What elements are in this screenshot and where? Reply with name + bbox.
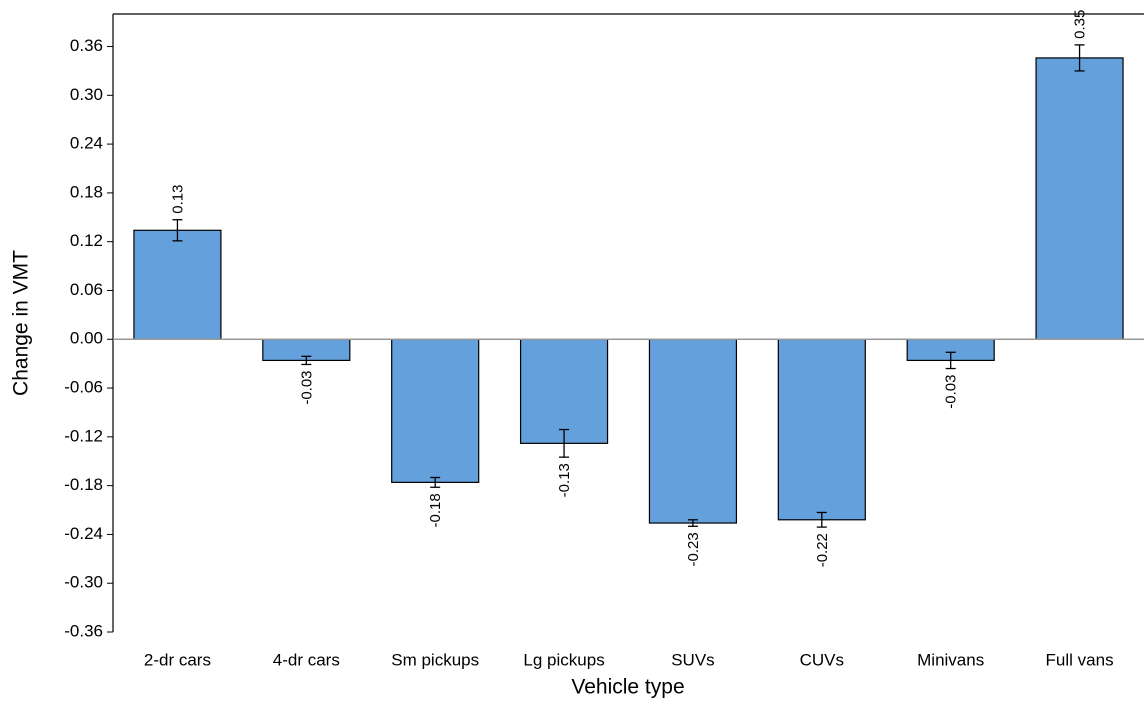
error-bar — [172, 219, 183, 242]
value-label: -0.18 — [427, 493, 444, 527]
bar — [648, 338, 738, 524]
x-tick-label: Lg pickups — [523, 650, 604, 669]
bar — [1035, 57, 1124, 340]
x-tick-label: Minivans — [917, 650, 984, 669]
error-bar — [687, 519, 698, 527]
y-tick-label: 0.12 — [70, 231, 103, 250]
x-tick-label: Sm pickups — [391, 650, 479, 669]
x-tick-label: SUVs — [671, 650, 714, 669]
error-bar — [301, 355, 312, 366]
y-axis-title: Change in VMT — [10, 250, 33, 396]
y-tick-label: 0.18 — [70, 182, 103, 201]
y-tick-label: -0.30 — [64, 573, 103, 592]
value-label: -0.03 — [298, 370, 315, 404]
x-tick-label: 4-dr cars — [273, 650, 340, 669]
x-axis-title: Vehicle type — [571, 676, 684, 699]
x-tick-label: 2-dr cars — [144, 650, 211, 669]
y-tick-label: -0.18 — [64, 475, 103, 494]
bar — [133, 229, 222, 340]
error-bar — [945, 351, 956, 370]
y-tick-label: 0.06 — [70, 280, 103, 299]
y-tick-label: -0.36 — [64, 621, 103, 640]
y-tick-label: 0.30 — [70, 85, 103, 104]
x-tick-label: Full vans — [1046, 650, 1114, 669]
error-bar — [1074, 44, 1085, 72]
value-label: -0.22 — [814, 533, 831, 567]
y-tick-label: 0.36 — [70, 36, 103, 55]
error-bar — [816, 511, 827, 528]
y-tick-label: 0.24 — [70, 134, 103, 153]
y-tick-label: -0.12 — [64, 426, 103, 445]
y-tick-label: -0.06 — [64, 378, 103, 397]
bar — [777, 338, 866, 521]
y-tick-label: 0.00 — [70, 329, 103, 348]
value-label: 0.13 — [169, 185, 186, 214]
bar — [519, 338, 609, 444]
y-tick-label: -0.24 — [64, 524, 103, 543]
error-bar — [430, 476, 441, 488]
x-tick-label: CUVs — [800, 650, 844, 669]
error-bar — [559, 428, 570, 458]
value-label: -0.13 — [556, 463, 573, 497]
value-label: 0.35 — [1072, 10, 1089, 39]
value-label: -0.23 — [685, 532, 702, 566]
bar — [391, 338, 480, 483]
value-label: -0.03 — [943, 375, 960, 409]
